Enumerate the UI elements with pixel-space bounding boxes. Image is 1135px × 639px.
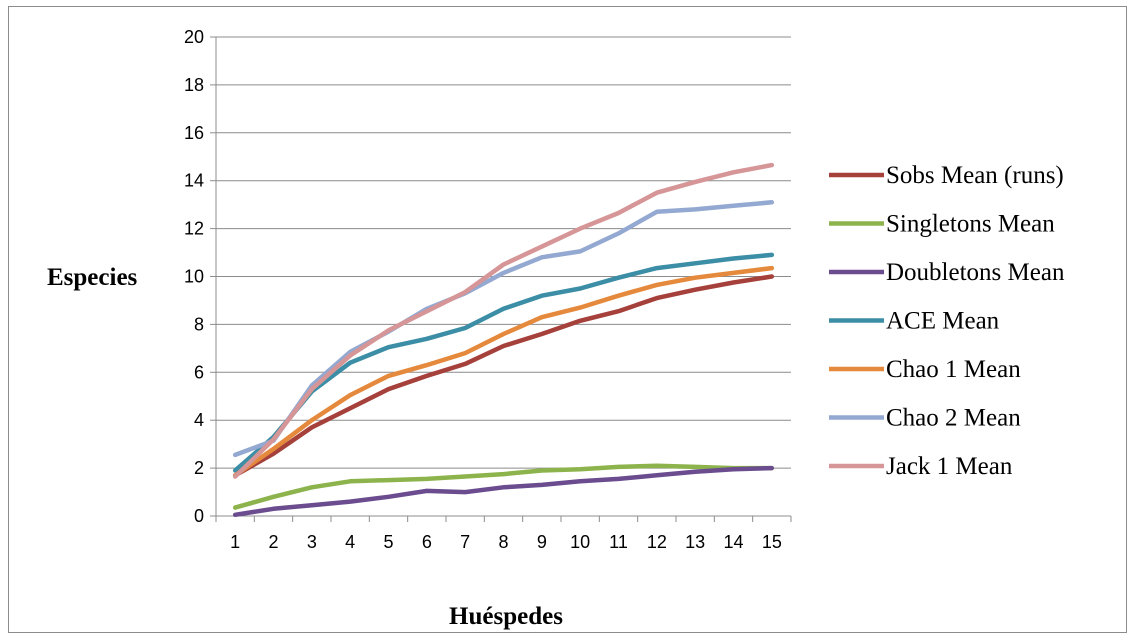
- y-tick-label: 8: [194, 314, 204, 334]
- series-line: [232, 465, 775, 518]
- legend-entry: Chao 1 Mean: [829, 356, 1021, 383]
- legend-label: Doubletons Mean: [886, 259, 1065, 286]
- x-tick-label: 15: [762, 532, 782, 552]
- x-tick-label: 10: [570, 532, 590, 552]
- legend-entry: Chao 2 Mean: [829, 405, 1021, 432]
- x-tick-label: 9: [537, 532, 547, 552]
- y-tick-label: 0: [194, 506, 204, 526]
- y-tick-label: 18: [184, 75, 204, 95]
- legend-entry: Sobs Mean (runs): [829, 162, 1064, 189]
- y-tick-label: 10: [184, 267, 204, 287]
- x-tick-label: 8: [498, 532, 508, 552]
- x-tick-label: 5: [383, 532, 393, 552]
- legend-label: ACE Mean: [886, 308, 1000, 335]
- series-line: [232, 200, 775, 458]
- series-line: [232, 463, 775, 510]
- legend-label: Singletons Mean: [886, 211, 1055, 238]
- x-tick-label: 11: [609, 532, 628, 552]
- y-axis-title: Especies: [47, 264, 138, 291]
- x-tick-label: 12: [647, 532, 667, 552]
- y-tick-label: 4: [194, 410, 204, 430]
- y-tick-label: 20: [184, 27, 204, 47]
- legend: Sobs Mean (runs) Singletons Mean Doubleton…: [829, 162, 1065, 480]
- y-tick-label: 12: [184, 219, 204, 239]
- y-tick-label: 14: [184, 171, 204, 191]
- x-tick-label: 7: [460, 532, 470, 552]
- legend-label: Chao 1 Mean: [886, 356, 1021, 383]
- x-tick-label: 1: [230, 532, 240, 552]
- series-line: [232, 252, 775, 473]
- y-tick-label: 2: [194, 458, 204, 478]
- series-lines: [232, 162, 775, 518]
- legend-entry: ACE Mean: [829, 308, 1000, 335]
- x-tick-label: 2: [268, 532, 278, 552]
- legend-label: Jack 1 Mean: [886, 453, 1013, 480]
- legend-entry: Singletons Mean: [829, 211, 1055, 238]
- legend-entry: Jack 1 Mean: [829, 453, 1013, 480]
- x-tick-label: 3: [307, 532, 317, 552]
- series-line: [232, 265, 775, 478]
- legend-label: Chao 2 Mean: [886, 405, 1021, 432]
- x-axis-title: Huéspedes: [449, 603, 563, 630]
- y-tick-label: 16: [184, 123, 204, 143]
- chart-frame: 0 2 4 6 8 10 12 14 16 18 20 1 2 3 4 5 6 7 8 9 10 11 12 13 14 15 S…: [8, 6, 1127, 633]
- legend-label: Sobs Mean (runs): [886, 162, 1064, 189]
- legend-entry: Doubletons Mean: [829, 259, 1065, 286]
- x-tick-label: 14: [723, 532, 743, 552]
- y-tick-label: 6: [194, 362, 204, 382]
- series-line: [232, 162, 775, 479]
- series-line: [232, 274, 775, 478]
- x-tick-label: 6: [422, 532, 432, 552]
- x-tick-label: 4: [345, 532, 355, 552]
- x-tick-label: 13: [685, 532, 705, 552]
